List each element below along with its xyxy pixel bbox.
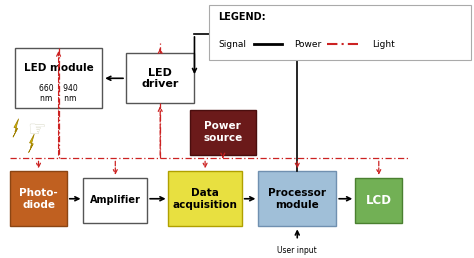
Polygon shape <box>400 37 405 55</box>
FancyBboxPatch shape <box>15 48 102 108</box>
FancyBboxPatch shape <box>355 178 402 223</box>
Polygon shape <box>28 134 34 152</box>
Text: Power
source: Power source <box>203 121 242 143</box>
Text: LED
driver: LED driver <box>142 68 179 89</box>
Text: LEGEND:: LEGEND: <box>218 12 266 22</box>
Text: Light: Light <box>372 40 394 49</box>
FancyBboxPatch shape <box>10 171 67 227</box>
Text: Signal: Signal <box>218 40 246 49</box>
FancyBboxPatch shape <box>190 110 256 155</box>
Text: ☞: ☞ <box>27 120 46 140</box>
Text: LED module: LED module <box>24 63 93 73</box>
FancyBboxPatch shape <box>126 53 194 103</box>
FancyBboxPatch shape <box>209 5 471 60</box>
Text: Photo-
diode: Photo- diode <box>19 188 58 210</box>
Text: Amplifier: Amplifier <box>90 195 141 205</box>
FancyBboxPatch shape <box>168 171 242 227</box>
Text: Data
acquisition: Data acquisition <box>173 188 237 210</box>
Text: Power: Power <box>294 40 321 49</box>
Text: LCD: LCD <box>366 194 392 207</box>
Text: 660    940
nm     nm: 660 940 nm nm <box>39 84 78 103</box>
FancyBboxPatch shape <box>258 171 336 227</box>
FancyBboxPatch shape <box>83 178 147 223</box>
Text: User input: User input <box>277 246 317 255</box>
Polygon shape <box>13 119 18 137</box>
Text: Processor
module: Processor module <box>268 188 326 210</box>
